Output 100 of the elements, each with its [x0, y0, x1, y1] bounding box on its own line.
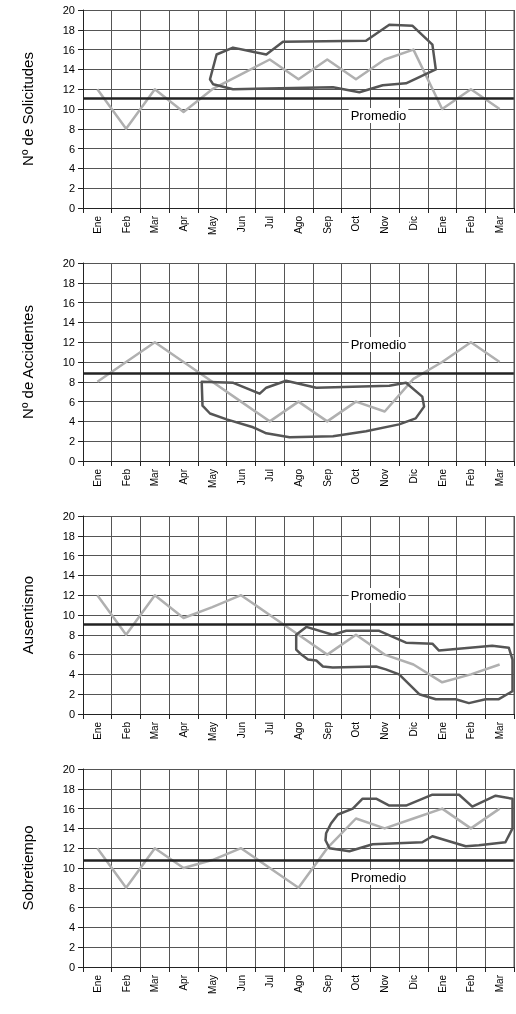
y-tick-label: 0: [68, 202, 75, 214]
y-tick-label: 0: [68, 455, 75, 467]
y-tick-label: 16: [62, 296, 75, 309]
x-tick-label: Sep: [321, 974, 333, 993]
y-tick-label: 2: [68, 435, 75, 448]
x-tick-label: Jul: [264, 722, 276, 735]
y-tick-label: 14: [62, 316, 75, 329]
x-tick-label: May: [206, 469, 218, 488]
x-tick-label: Jun: [235, 975, 247, 992]
x-tick-label: Dic: [407, 469, 419, 484]
y-tick-label: 2: [68, 688, 75, 701]
x-tick-label: Jul: [264, 216, 276, 229]
x-tick-label: Ene: [91, 215, 103, 234]
x-tick-label: May: [206, 975, 218, 994]
x-tick-label: Apr: [178, 215, 190, 232]
y-tick-label: 0: [68, 708, 75, 720]
line-series: [96, 593, 501, 684]
x-tick-label: Nov: [379, 975, 391, 993]
y-tick-label: 18: [62, 276, 75, 289]
x-tick-label: Nov: [379, 722, 391, 740]
y-tick-label: 20: [62, 4, 75, 16]
y-tick-label: 14: [62, 63, 75, 76]
x-tick-label: Mar: [149, 974, 161, 993]
y-tick-label: 4: [68, 162, 75, 175]
y-tick-label: 2: [68, 182, 75, 195]
x-tick-label: Nov: [379, 216, 391, 234]
x-tick-label: Nov: [379, 469, 391, 487]
x-tick-label: Ene: [91, 974, 103, 993]
y-tick-label: 12: [62, 589, 75, 602]
x-tick-label: Ene: [436, 974, 448, 993]
x-tick-label: Dic: [407, 722, 419, 737]
x-tick-label: Feb: [465, 974, 477, 993]
y-tick-label: 4: [68, 668, 75, 681]
x-tick-label: Mar: [494, 974, 506, 993]
y-tick-label: 20: [62, 763, 75, 775]
line-series: [96, 48, 501, 131]
y-tick-label: 20: [62, 510, 75, 522]
x-tick-label: Feb: [120, 215, 132, 234]
x-tick-label: Ene: [91, 721, 103, 740]
x-tick-label: Oct: [350, 468, 362, 485]
x-tick-label: Sep: [321, 721, 333, 740]
y-tick-label: 2: [68, 941, 75, 954]
y-tick-label: 10: [62, 356, 75, 368]
x-tick-label: Feb: [120, 468, 132, 487]
y-tick-label: 16: [62, 549, 75, 562]
x-tick-label: Oct: [350, 721, 362, 738]
x-tick-label: Feb: [465, 215, 477, 234]
line-series: [96, 807, 501, 890]
ref-line-label: Promedio: [350, 870, 407, 886]
x-tick-label: Oct: [350, 974, 362, 991]
x-tick-label: Sep: [321, 468, 333, 487]
y-tick-label: 20: [62, 257, 75, 269]
x-tick-label: Jul: [264, 975, 276, 988]
y-tick-label: 0: [68, 961, 75, 973]
ref-line-label: Promedio: [350, 336, 407, 352]
y-tick-label: 6: [68, 142, 75, 155]
x-tick-label: Mar: [149, 468, 161, 487]
y-tick-label: 6: [68, 395, 75, 408]
x-tick-label: May: [206, 722, 218, 741]
x-tick-label: Dic: [407, 216, 419, 231]
x-tick-label: Ago: [293, 468, 304, 487]
y-tick-label: 4: [68, 415, 75, 428]
x-tick-label: Ene: [436, 721, 448, 740]
ref-line-label: Promedio: [350, 108, 407, 124]
y-axis-title: Sobretiempo: [19, 825, 36, 911]
x-tick-label: Jul: [264, 469, 276, 482]
y-axis-title: Nº de Solicitudes: [19, 52, 36, 166]
y-tick-label: 14: [62, 569, 75, 582]
x-tick-label: Mar: [494, 468, 506, 487]
x-tick-label: Feb: [120, 721, 132, 740]
x-tick-label: Ene: [436, 215, 448, 234]
y-tick-label: 18: [62, 529, 75, 542]
x-tick-label: Apr: [178, 721, 190, 738]
x-tick-label: Mar: [149, 721, 161, 740]
y-axis-title: Ausentismo: [19, 575, 36, 655]
x-tick-label: Oct: [350, 215, 362, 232]
x-tick-label: Ago: [293, 215, 304, 234]
x-tick-label: Mar: [149, 215, 161, 234]
y-axis-title: Nº de Accidentes: [19, 305, 36, 419]
y-tick-label: 8: [68, 628, 75, 641]
y-tick-label: 6: [68, 648, 75, 661]
y-tick-label: 8: [68, 122, 75, 135]
y-tick-label: 12: [62, 842, 75, 855]
y-tick-label: 12: [62, 336, 75, 349]
x-tick-label: Apr: [178, 974, 190, 991]
y-tick-label: 14: [62, 822, 75, 835]
x-tick-label: Jun: [235, 722, 247, 739]
y-tick-label: 18: [62, 782, 75, 795]
x-tick-label: Jun: [235, 216, 247, 233]
y-tick-label: 16: [62, 802, 75, 815]
y-tick-label: 18: [62, 23, 75, 36]
y-tick-label: 4: [68, 921, 75, 934]
y-tick-label: 6: [68, 901, 75, 914]
y-tick-label: 10: [62, 609, 75, 621]
x-tick-label: Feb: [465, 721, 477, 740]
x-tick-label: Ene: [436, 468, 448, 487]
y-tick-label: 10: [62, 103, 75, 115]
ref-line-label: Promedio: [350, 587, 407, 603]
y-tick-label: 8: [68, 375, 75, 388]
x-tick-label: Mar: [494, 215, 506, 234]
